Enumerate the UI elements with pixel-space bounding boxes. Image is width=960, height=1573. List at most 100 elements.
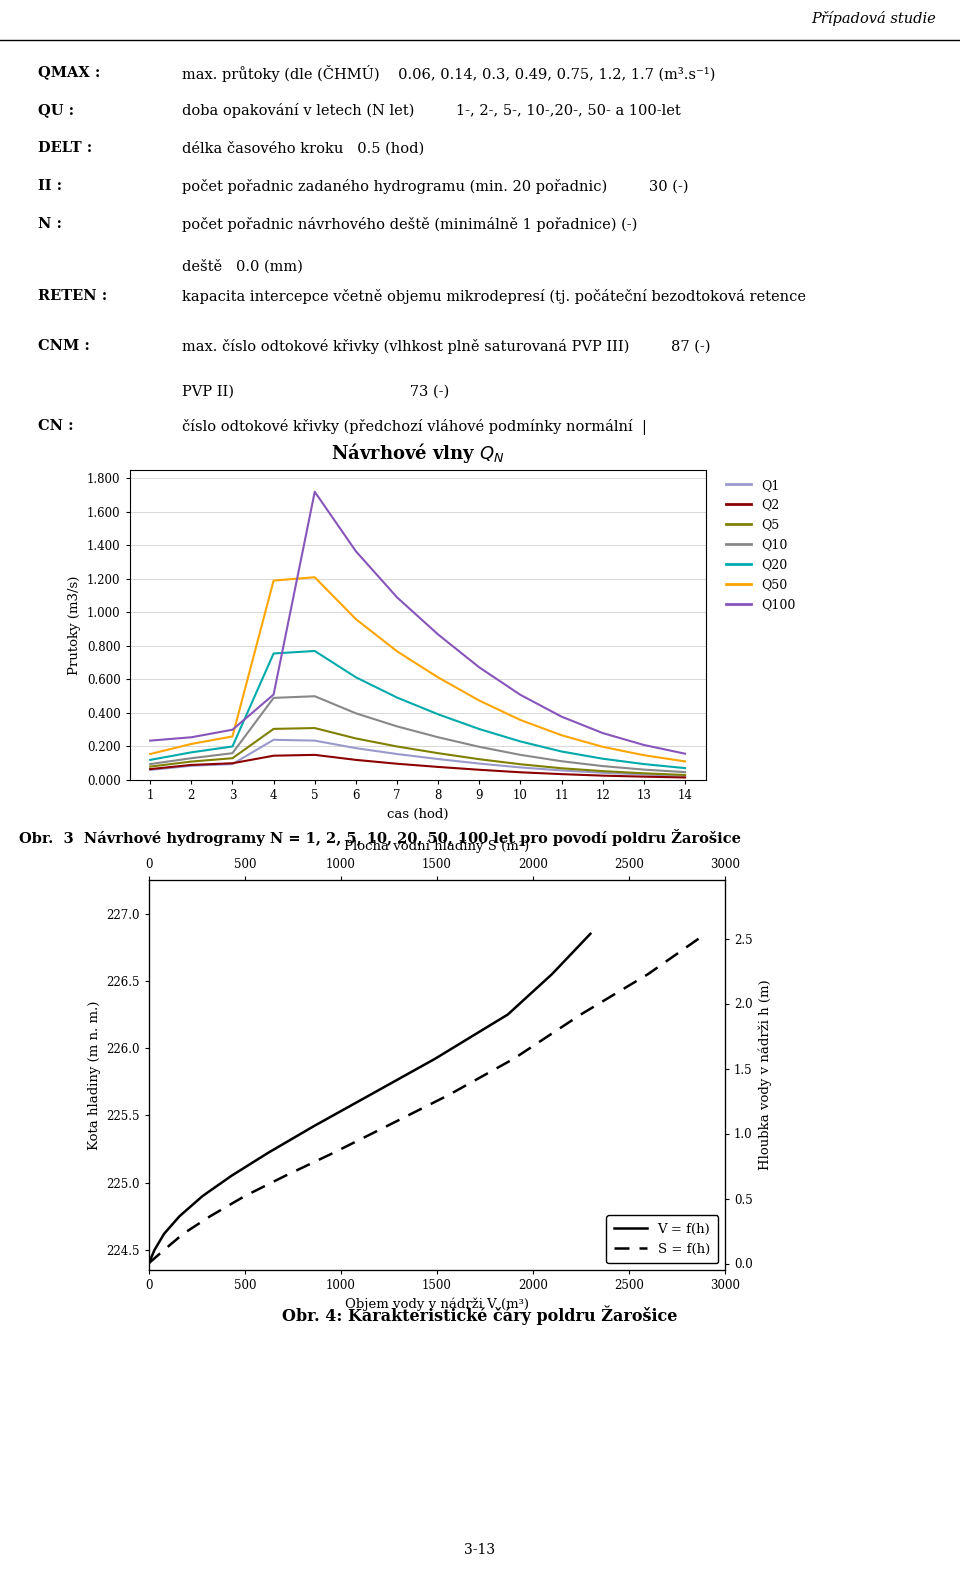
Q10 bbox=[432, 728, 444, 747]
Q50 bbox=[268, 571, 279, 590]
Q1 bbox=[227, 755, 238, 774]
Text: max. průtoky (dle (ČHMÚ)    0.06, 0.14, 0.3, 0.49, 0.75, 1.2, 1.7 (m³.s⁻¹): max. průtoky (dle (ČHMÚ) 0.06, 0.14, 0.3… bbox=[182, 64, 716, 82]
Q100 bbox=[638, 736, 650, 755]
Q2 bbox=[473, 760, 485, 779]
Text: RETEN :: RETEN : bbox=[38, 289, 108, 304]
Q100 bbox=[680, 744, 691, 763]
Q100 bbox=[597, 724, 609, 742]
Q50 bbox=[515, 711, 526, 730]
Q100 bbox=[309, 483, 321, 502]
S = f(h) bbox=[508, 1049, 519, 1068]
Q2 bbox=[309, 746, 321, 764]
Q100 bbox=[185, 728, 197, 747]
Q1 bbox=[268, 730, 279, 749]
Text: doba opakování v letech (N let)         1-, 2-, 5-, 10-,20-, 50- a 100-let: doba opakování v letech (N let) 1-, 2-, … bbox=[182, 104, 682, 118]
Text: délka časového kroku   0.5 (hod): délka časového kroku 0.5 (hod) bbox=[182, 142, 424, 156]
Q5 bbox=[432, 744, 444, 763]
Q10 bbox=[515, 746, 526, 764]
Q50 bbox=[638, 746, 650, 764]
Q50 bbox=[556, 725, 567, 744]
Q20 bbox=[638, 755, 650, 774]
S = f(h) bbox=[204, 1206, 216, 1225]
Line: S = f(h): S = f(h) bbox=[149, 934, 706, 1263]
Q5 bbox=[227, 749, 238, 768]
Q20 bbox=[597, 749, 609, 768]
Q2 bbox=[185, 755, 197, 774]
V = f(h) bbox=[262, 1144, 274, 1162]
Text: počet pořadnic zadaného hydrogramu (min. 20 pořadnic)         30 (-): počet pořadnic zadaného hydrogramu (min.… bbox=[182, 179, 689, 193]
Q20 bbox=[309, 642, 321, 661]
V = f(h) bbox=[158, 1224, 170, 1243]
Q2 bbox=[432, 758, 444, 777]
S = f(h) bbox=[143, 1254, 155, 1273]
Q20 bbox=[392, 687, 403, 706]
V = f(h) bbox=[429, 1049, 441, 1068]
Text: 3-13: 3-13 bbox=[465, 1543, 495, 1557]
Line: V = f(h): V = f(h) bbox=[149, 934, 590, 1263]
Q5 bbox=[638, 764, 650, 783]
Q20 bbox=[432, 705, 444, 724]
Q2 bbox=[268, 746, 279, 764]
Q1 bbox=[350, 739, 362, 758]
Q10 bbox=[268, 689, 279, 708]
Q50 bbox=[227, 727, 238, 746]
Q5 bbox=[309, 719, 321, 738]
Q100 bbox=[432, 624, 444, 643]
S = f(h) bbox=[642, 964, 654, 983]
Y-axis label: Prutoky (m3/s): Prutoky (m3/s) bbox=[68, 576, 82, 675]
Q1 bbox=[597, 763, 609, 782]
Text: QMAX :: QMAX : bbox=[38, 64, 101, 79]
Q5 bbox=[556, 758, 567, 777]
V = f(h) bbox=[174, 1206, 185, 1225]
Q10 bbox=[597, 757, 609, 775]
Q10 bbox=[227, 744, 238, 763]
Text: deště   0.0 (mm): deště 0.0 (mm) bbox=[182, 260, 303, 274]
Legend: V = f(h), S = f(h): V = f(h), S = f(h) bbox=[606, 1214, 718, 1263]
Q5 bbox=[185, 752, 197, 771]
Q2 bbox=[680, 768, 691, 786]
Q5 bbox=[680, 766, 691, 785]
Text: číslo odtokové křivky (předchozí vláhové podmínky normální  |: číslo odtokové křivky (předchozí vláhové… bbox=[182, 418, 647, 434]
V = f(h) bbox=[149, 1241, 160, 1260]
Q100 bbox=[515, 686, 526, 705]
S = f(h) bbox=[279, 1167, 291, 1186]
Q2 bbox=[350, 750, 362, 769]
Q50 bbox=[350, 610, 362, 629]
Q1 bbox=[144, 760, 156, 779]
Text: kapacita intercepce včetně objemu mikrodepresí (tj. počáteční bezodtoková retenc: kapacita intercepce včetně objemu mikrod… bbox=[182, 289, 806, 305]
V = f(h) bbox=[585, 925, 596, 944]
S = f(h) bbox=[158, 1241, 170, 1260]
Q5 bbox=[392, 738, 403, 757]
Q50 bbox=[597, 738, 609, 757]
Text: PVP II)                                      73 (-): PVP II) 73 (-) bbox=[182, 384, 449, 398]
Text: Případová studie: Případová studie bbox=[811, 11, 936, 27]
Text: max. číslo odtokové křivky (vlhkost plně saturovaná PVP III)         87 (-): max. číslo odtokové křivky (vlhkost plně… bbox=[182, 338, 711, 354]
Q1 bbox=[185, 757, 197, 775]
Q100 bbox=[268, 686, 279, 705]
Line: Q5: Q5 bbox=[150, 728, 685, 775]
S = f(h) bbox=[381, 1117, 393, 1136]
Q2 bbox=[144, 760, 156, 779]
Q50 bbox=[144, 744, 156, 763]
Q10 bbox=[680, 763, 691, 782]
Line: Q2: Q2 bbox=[150, 755, 685, 777]
Text: N :: N : bbox=[38, 217, 62, 231]
Q50 bbox=[309, 568, 321, 587]
Q1 bbox=[309, 731, 321, 750]
Q10 bbox=[638, 760, 650, 779]
Q5 bbox=[350, 728, 362, 747]
Y-axis label: Hloubka vody v nádrži h (m): Hloubka vody v nádrži h (m) bbox=[758, 980, 772, 1170]
Q50 bbox=[473, 691, 485, 709]
Q2 bbox=[638, 768, 650, 786]
S = f(h) bbox=[239, 1186, 251, 1205]
Q2 bbox=[227, 753, 238, 772]
X-axis label: Plocha vodní hladiny S (m²): Plocha vodní hladiny S (m²) bbox=[345, 838, 529, 853]
X-axis label: Objem vody v nádrži V (m³): Objem vody v nádrži V (m³) bbox=[345, 1298, 529, 1310]
Line: Q20: Q20 bbox=[150, 651, 685, 768]
Q1 bbox=[473, 753, 485, 772]
S = f(h) bbox=[327, 1144, 339, 1162]
Text: Obr. 4: Karakteristické čáry poldru Žarošice: Obr. 4: Karakteristické čáry poldru Žaro… bbox=[282, 1306, 678, 1324]
Q100 bbox=[473, 658, 485, 676]
Text: Obr.  3  Návrhové hydrogramy N = 1, 2, 5, 10, 20, 50, 100 let pro povodí poldru : Obr. 3 Návrhové hydrogramy N = 1, 2, 5, … bbox=[19, 829, 741, 846]
V = f(h) bbox=[546, 964, 558, 983]
